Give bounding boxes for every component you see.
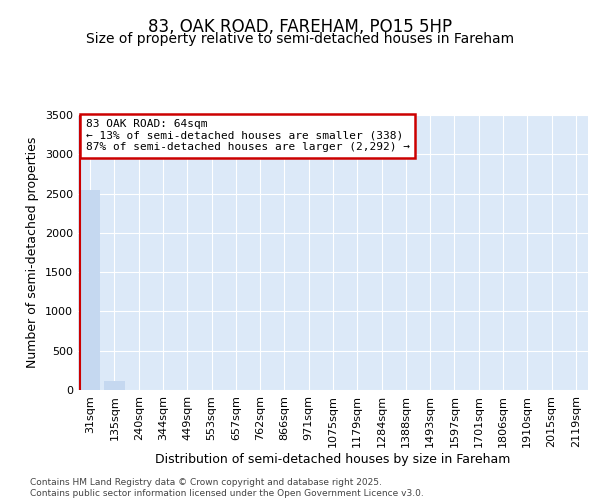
Y-axis label: Number of semi-detached properties: Number of semi-detached properties — [26, 137, 40, 368]
Text: Contains HM Land Registry data © Crown copyright and database right 2025.
Contai: Contains HM Land Registry data © Crown c… — [30, 478, 424, 498]
Bar — [80, 190, 100, 390]
Text: Size of property relative to semi-detached houses in Fareham: Size of property relative to semi-detach… — [86, 32, 514, 46]
X-axis label: Distribution of semi-detached houses by size in Fareham: Distribution of semi-detached houses by … — [155, 452, 511, 466]
Text: 83, OAK ROAD, FAREHAM, PO15 5HP: 83, OAK ROAD, FAREHAM, PO15 5HP — [148, 18, 452, 36]
Text: 83 OAK ROAD: 64sqm
← 13% of semi-detached houses are smaller (338)
87% of semi-d: 83 OAK ROAD: 64sqm ← 13% of semi-detache… — [86, 119, 410, 152]
Bar — [104, 382, 125, 390]
